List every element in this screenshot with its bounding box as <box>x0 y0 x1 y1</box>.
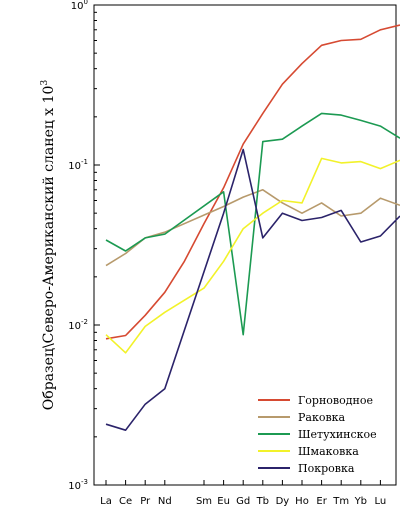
y-tick-label: 10-2 <box>68 318 88 332</box>
legend-layer: Горноводное Раковка Шетухинское Шмаковка Пок… <box>258 394 377 475</box>
y-tick-label-base: 10 <box>71 1 84 12</box>
series-line-5 <box>105 148 400 431</box>
y-tick-label-exponent: -3 <box>81 478 88 486</box>
legend-label: Горноводное <box>298 394 373 407</box>
series-line-2 <box>105 189 400 267</box>
x-tick-label: Nd <box>158 496 172 507</box>
x-tick-label: Lu <box>375 496 387 507</box>
x-tick-label: Yb <box>354 496 367 507</box>
x-tick-label: Ho <box>295 496 309 507</box>
y-tick-label-exponent: -1 <box>81 158 88 166</box>
x-tick-label: Tb <box>256 496 269 507</box>
y-tick-label-exponent: -2 <box>81 318 88 326</box>
y-tick-label: 100 <box>71 0 88 12</box>
y-tick-label: 10-3 <box>68 478 88 492</box>
x-tick-label: La <box>100 496 112 507</box>
y-tick-label-base: 10 <box>68 321 81 332</box>
series-line-1 <box>105 24 400 340</box>
series-layer <box>105 24 400 431</box>
y-axis-label: Образец\Северо-Американский сланец х 103 <box>40 80 57 411</box>
y-tick-label-base: 10 <box>68 481 81 492</box>
x-tick-label: Sm <box>196 496 212 507</box>
y-tick-label-exponent: 0 <box>84 0 88 6</box>
series-line-3 <box>105 112 400 336</box>
legend-label: Шмаковка <box>298 445 359 458</box>
y-tick-label-base: 10 <box>68 161 81 172</box>
x-tick-label: Gd <box>236 496 250 507</box>
y-axis-label-exponent: 3 <box>40 80 50 86</box>
x-tick-label: Pr <box>140 496 151 507</box>
x-tick-label: Dy <box>276 496 290 507</box>
plot-frame <box>93 4 397 486</box>
x-tick-label: Er <box>316 496 327 507</box>
x-tick-label: Eu <box>217 496 230 507</box>
legend-label: Покровка <box>298 462 355 475</box>
y-tick-label: 10-1 <box>68 158 88 172</box>
series-line-4 <box>105 157 400 354</box>
legend-label: Шетухинское <box>298 428 377 441</box>
x-tick-label: Tm <box>332 496 349 507</box>
x-tick-label: Ce <box>119 496 132 507</box>
legend-label: Раковка <box>298 411 346 424</box>
